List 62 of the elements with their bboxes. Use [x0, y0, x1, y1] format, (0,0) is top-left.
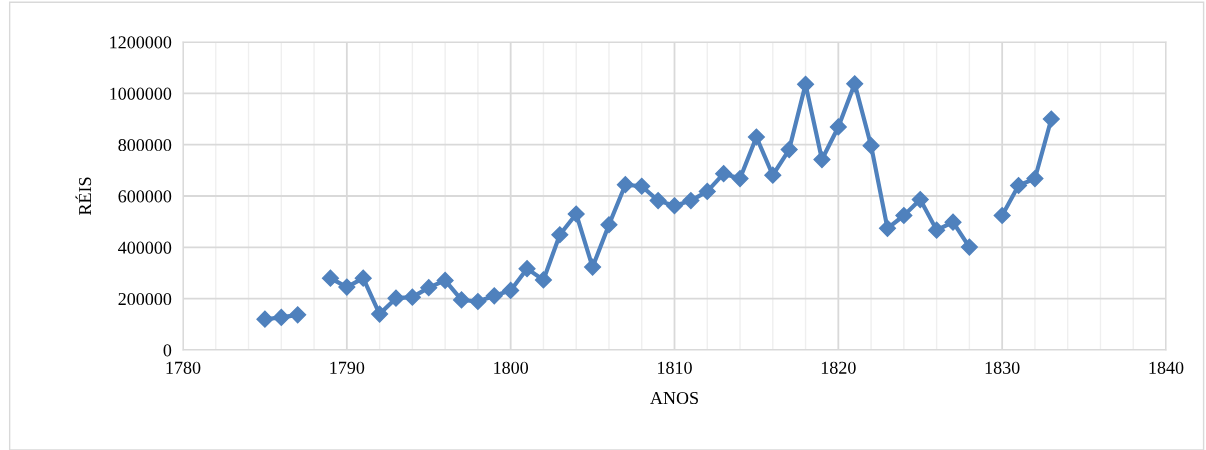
x-tick-label: 1810 — [658, 361, 692, 374]
point — [878, 219, 897, 237]
point — [1026, 169, 1044, 188]
y-tick-label: 0 — [163, 344, 172, 357]
point — [715, 165, 733, 183]
y-axis-title: RÉIS — [75, 177, 92, 216]
point — [584, 258, 602, 276]
point — [747, 128, 765, 146]
point — [911, 191, 929, 209]
x-axis-title: ANOS — [650, 391, 698, 405]
point — [321, 269, 340, 287]
point — [420, 279, 438, 297]
point — [928, 221, 946, 239]
point — [731, 169, 749, 188]
point — [665, 197, 684, 215]
point — [436, 271, 454, 289]
point — [960, 238, 978, 256]
point — [993, 206, 1011, 225]
point — [813, 151, 831, 169]
point — [1009, 176, 1028, 195]
x-tick-label: 1790 — [330, 361, 365, 374]
point — [371, 305, 389, 323]
point — [518, 260, 536, 278]
point — [633, 177, 651, 195]
point — [764, 166, 782, 184]
y-tick-label: 1200000 — [110, 36, 172, 49]
point — [944, 213, 962, 231]
point — [780, 140, 798, 159]
x-tick-label: 1800 — [494, 361, 529, 374]
point — [1042, 110, 1060, 128]
y-tick-label: 600000 — [118, 190, 172, 203]
point — [272, 308, 290, 326]
x-tick-label: 1840 — [1149, 361, 1184, 374]
point — [829, 118, 847, 136]
point — [616, 176, 634, 194]
point — [698, 182, 716, 200]
point — [534, 271, 552, 289]
x-tick-label: 1780 — [166, 361, 201, 374]
y-tick-label: 1000000 — [110, 87, 172, 100]
y-tick-label: 200000 — [118, 292, 172, 306]
point — [469, 292, 487, 311]
y-tick-label: 800000 — [118, 138, 172, 152]
point — [551, 226, 569, 244]
point — [846, 75, 864, 93]
x-tick-label: 1830 — [985, 361, 1020, 374]
point — [452, 291, 471, 309]
point — [354, 269, 372, 287]
x-tick-label: 1820 — [821, 361, 856, 374]
point — [289, 306, 307, 324]
point — [862, 137, 880, 155]
point — [567, 205, 585, 223]
point — [682, 192, 700, 210]
point — [338, 278, 356, 296]
point — [600, 216, 618, 234]
point — [256, 310, 274, 328]
point — [649, 192, 667, 210]
point — [895, 206, 913, 225]
point — [403, 288, 421, 306]
y-tick-label: 400000 — [118, 241, 172, 254]
point — [387, 289, 405, 307]
point — [485, 287, 503, 305]
point — [502, 281, 520, 300]
